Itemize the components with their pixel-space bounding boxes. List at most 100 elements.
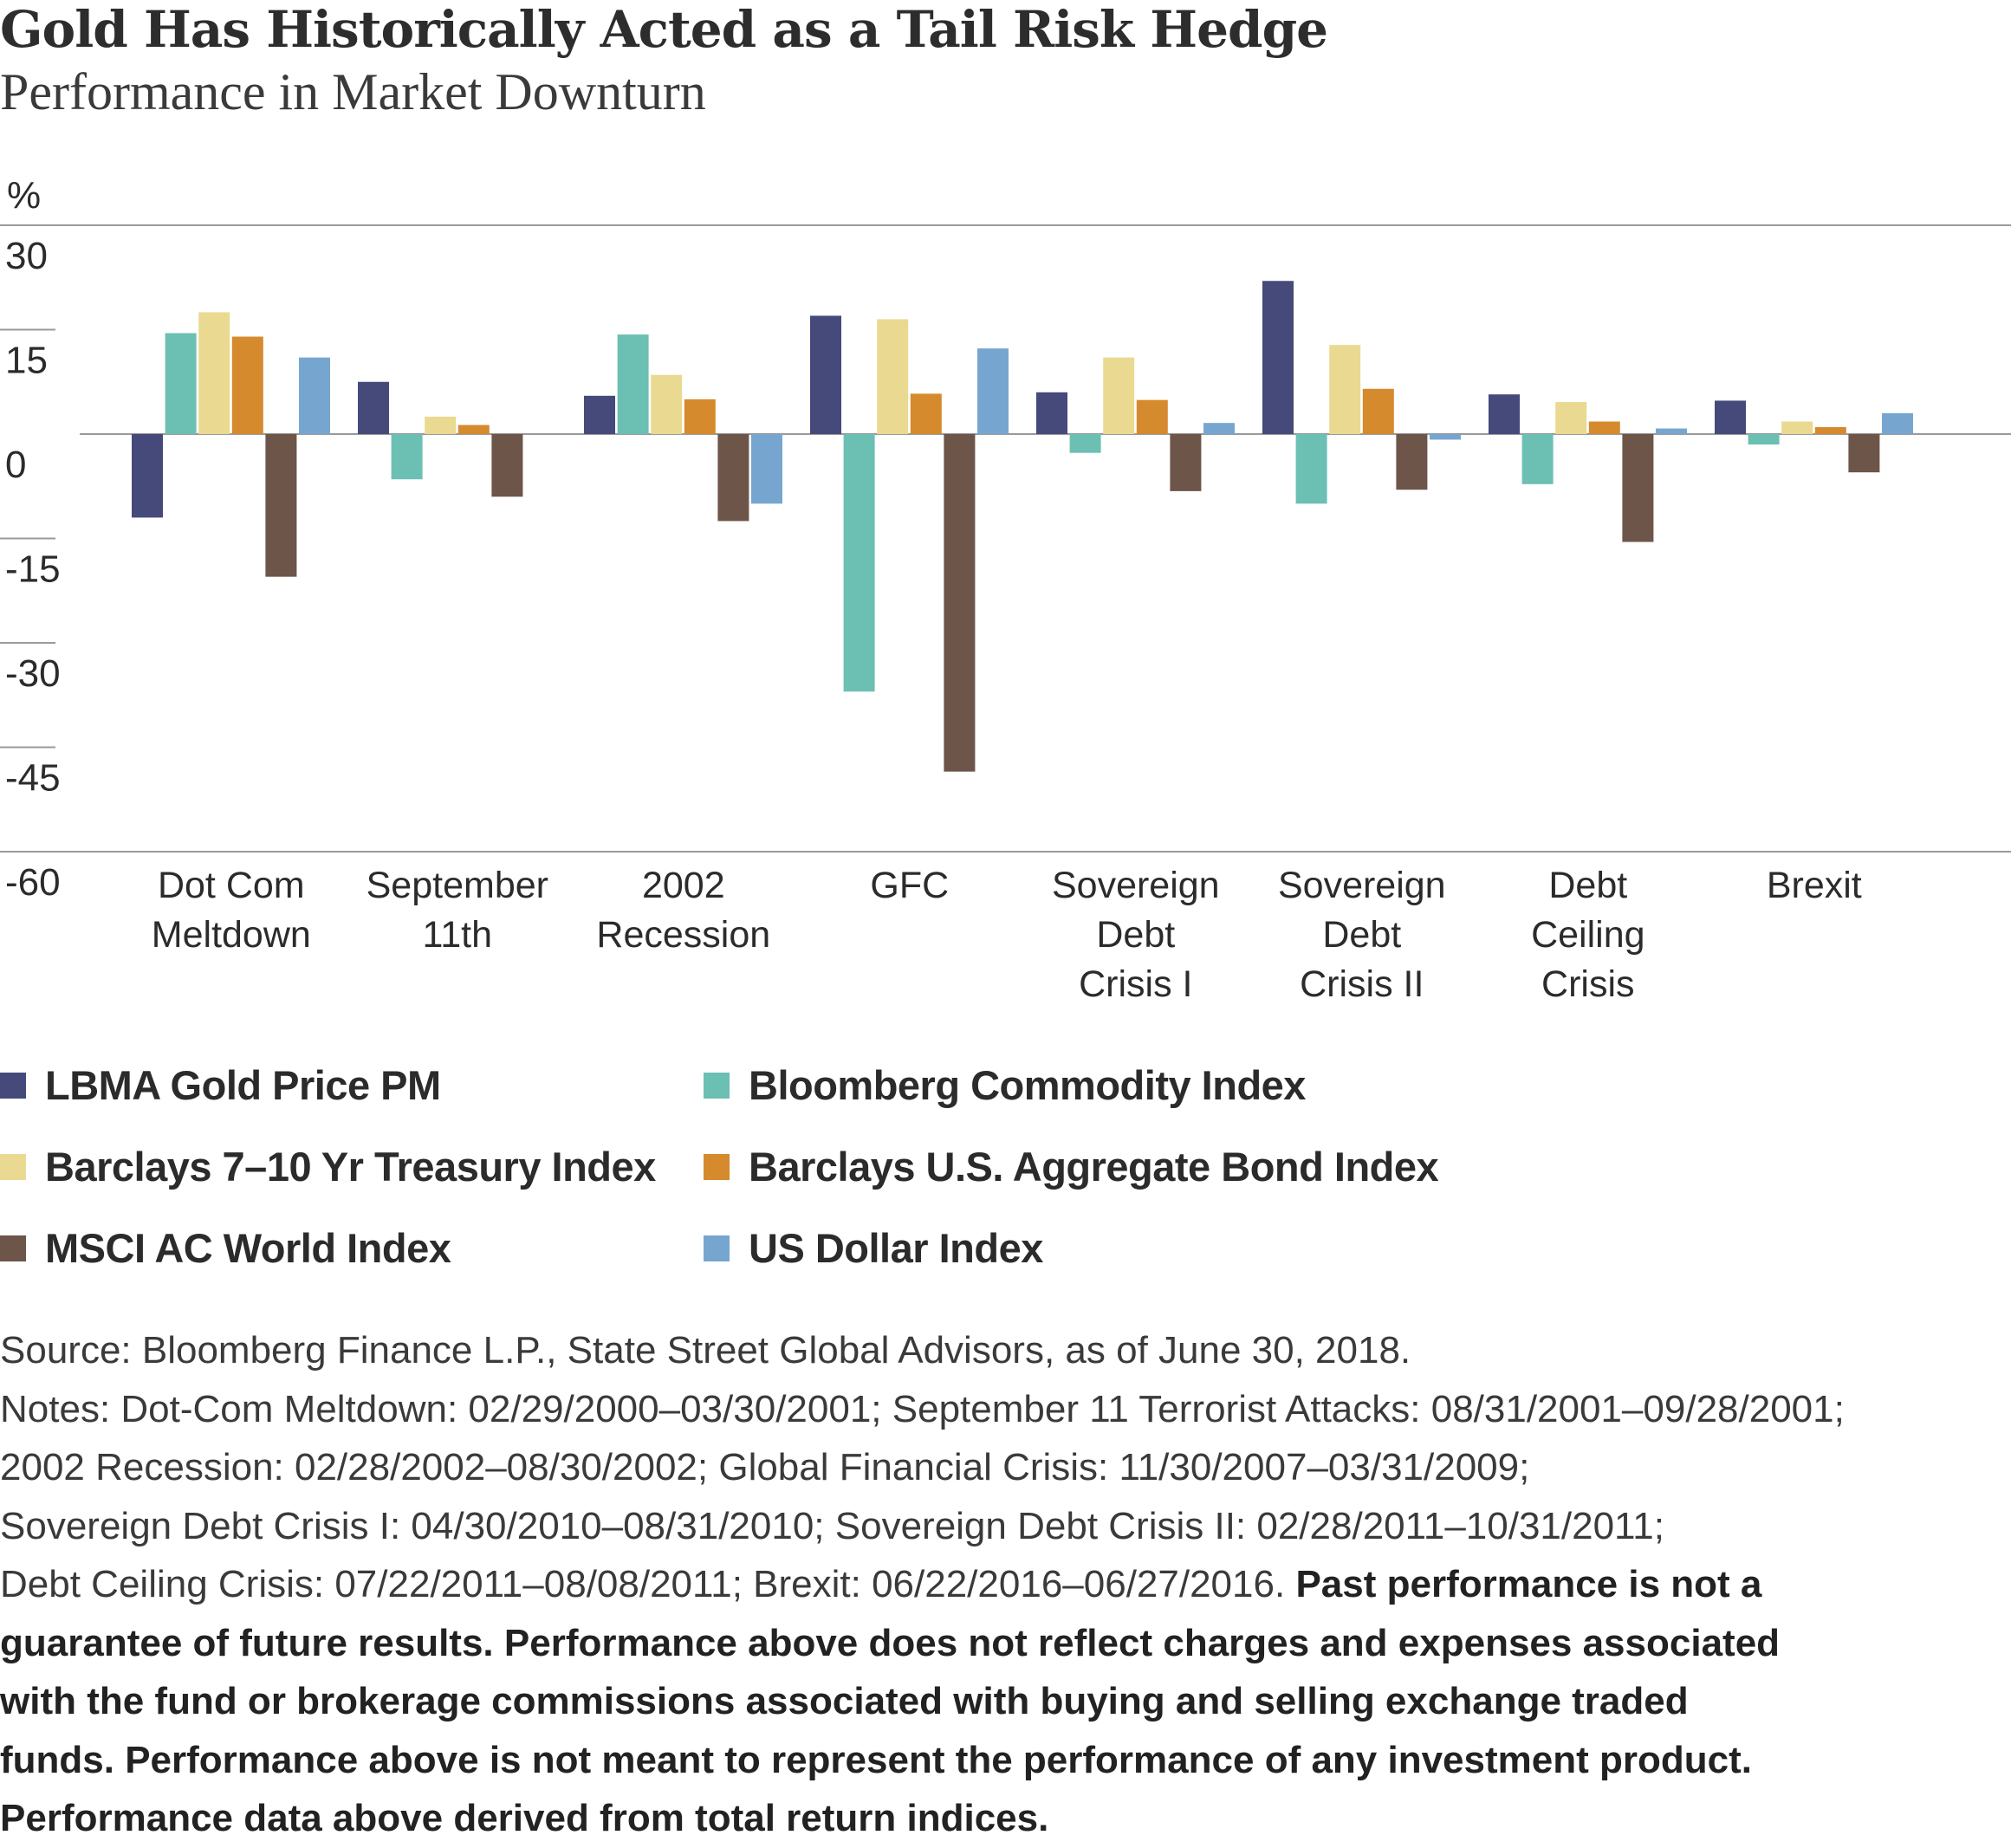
x-tick-label: Crisis I (1079, 963, 1192, 1005)
legend-item: Barclays 7–10 Yr Treasury Index (0, 1143, 656, 1190)
bar (457, 425, 490, 434)
bar (265, 434, 297, 577)
x-tick-label: Ceiling (1531, 914, 1644, 956)
legend-item: Bloomberg Commodity Index (704, 1061, 1306, 1109)
bar-chart: % 30 15 0 -15 -30 -45 -60 Dot Com Meltdown Septemb… (0, 174, 2011, 1005)
bar (1656, 428, 1687, 434)
y-tick-label: -15 (5, 548, 61, 591)
legend-label: Barclays U.S. Aggregate Bond Index (749, 1144, 1439, 1190)
legend-swatch (704, 1235, 730, 1261)
bar (651, 374, 683, 434)
x-tick-label: September (367, 865, 548, 906)
x-tick-label: Crisis (1541, 963, 1634, 1005)
bar (1069, 434, 1101, 453)
chart-subtitle: Performance in Market Downturn (0, 63, 706, 120)
legend-item: Barclays U.S. Aggregate Bond Index (704, 1143, 1439, 1190)
bar (1362, 388, 1394, 434)
bar (684, 399, 716, 434)
y-tick-label: 30 (5, 235, 48, 277)
bar (617, 334, 649, 434)
x-tick-label: Sovereign (1278, 865, 1446, 906)
bar (810, 315, 841, 434)
x-tick-label: Meltdown (152, 914, 311, 956)
x-tick-label: GFC (870, 865, 949, 906)
x-tick-label: Debt (1548, 865, 1627, 906)
x-tick-label: Crisis II (1300, 963, 1424, 1005)
footnotes: Source: Bloomberg Finance L.P., State St… (0, 1321, 1993, 1848)
bar (584, 395, 615, 434)
y-tick-label: -30 (5, 652, 61, 695)
x-tick-label: Dot Com (158, 865, 305, 906)
legend-swatch (0, 1072, 26, 1099)
bar (1430, 434, 1461, 440)
legend-item: US Dollar Index (704, 1224, 1043, 1272)
legend-label: Barclays 7–10 Yr Treasury Index (45, 1144, 656, 1190)
y-tick-label: -60 (5, 861, 61, 904)
legend-swatch (704, 1072, 730, 1099)
legend-item: MSCI AC World Index (0, 1224, 451, 1272)
bar (1555, 402, 1587, 434)
bar (231, 336, 263, 434)
bar (1848, 434, 1880, 473)
bar (1715, 400, 1746, 434)
y-axis-unit: % (7, 174, 41, 217)
bar (1748, 434, 1780, 445)
bar (1882, 412, 1913, 434)
bar (491, 434, 523, 497)
legend-label: Bloomberg Commodity Index (749, 1062, 1306, 1108)
legend: LBMA Gold Price PM Bloomberg Commodity I… (0, 1061, 2011, 1321)
legend-label: MSCI AC World Index (45, 1225, 451, 1271)
legend-swatch (0, 1235, 26, 1261)
legend-item: LBMA Gold Price PM (0, 1061, 441, 1109)
bar (1814, 426, 1846, 434)
bar (751, 434, 782, 504)
bar (944, 434, 976, 772)
bar (843, 434, 875, 692)
x-tick-label: 2002 (642, 865, 725, 906)
bar (358, 381, 389, 434)
x-tick-label: Recession (596, 914, 770, 956)
legend-swatch (0, 1153, 26, 1180)
bar (977, 348, 1009, 434)
legend-label: LBMA Gold Price PM (45, 1062, 441, 1108)
bar (1329, 345, 1361, 434)
bar (1588, 421, 1620, 434)
bar (132, 434, 163, 518)
bar (198, 312, 230, 434)
bar (1521, 434, 1554, 484)
bar (1489, 394, 1520, 434)
legend-label: US Dollar Index (749, 1225, 1043, 1271)
legend-swatch (704, 1153, 730, 1180)
bar (425, 416, 457, 434)
disclaimer-text: with the fund or brokerage commissions a… (0, 1680, 1689, 1722)
disclaimer-text: guarantee of future results. Performance… (0, 1621, 1781, 1664)
bar (717, 434, 749, 522)
notes-line: Debt Ceiling Crisis: 07/22/2011–08/08/20… (0, 1555, 1993, 1614)
disclaimer-text: Past performance is not a (1295, 1563, 1762, 1605)
y-tick-label: -45 (5, 757, 61, 800)
chart-title: Gold Has Historically Acted as a Tail Ri… (0, 0, 1328, 59)
notes-line: Sovereign Debt Crisis I: 04/30/2010–08/3… (0, 1504, 1664, 1547)
x-tick-label: Sovereign (1052, 865, 1220, 906)
bar (1262, 281, 1294, 434)
notes-line: 2002 Recession: 02/28/2002–08/30/2002; G… (0, 1446, 1530, 1488)
bar (910, 393, 942, 434)
bar (165, 333, 197, 434)
bar (877, 319, 909, 434)
disclaimer-text: Performance data above derived from tota… (0, 1797, 1049, 1839)
bar (1622, 434, 1654, 542)
bar (299, 357, 330, 434)
bar (1103, 357, 1135, 434)
bar (1396, 434, 1428, 490)
bar (1170, 434, 1202, 491)
notes-line-text: Debt Ceiling Crisis: 07/22/2011–08/08/20… (0, 1563, 1286, 1605)
bar (1295, 434, 1327, 504)
x-tick-label: Debt (1096, 914, 1175, 956)
bar (1036, 392, 1067, 434)
x-tick-label: Debt (1322, 914, 1401, 956)
bar (1781, 421, 1813, 434)
bar (1203, 423, 1235, 434)
source-note: Source: Bloomberg Finance L.P., State St… (0, 1329, 1411, 1371)
disclaimer-text: funds. Performance above is not meant to… (0, 1738, 1752, 1781)
y-tick-label: 15 (5, 340, 48, 382)
